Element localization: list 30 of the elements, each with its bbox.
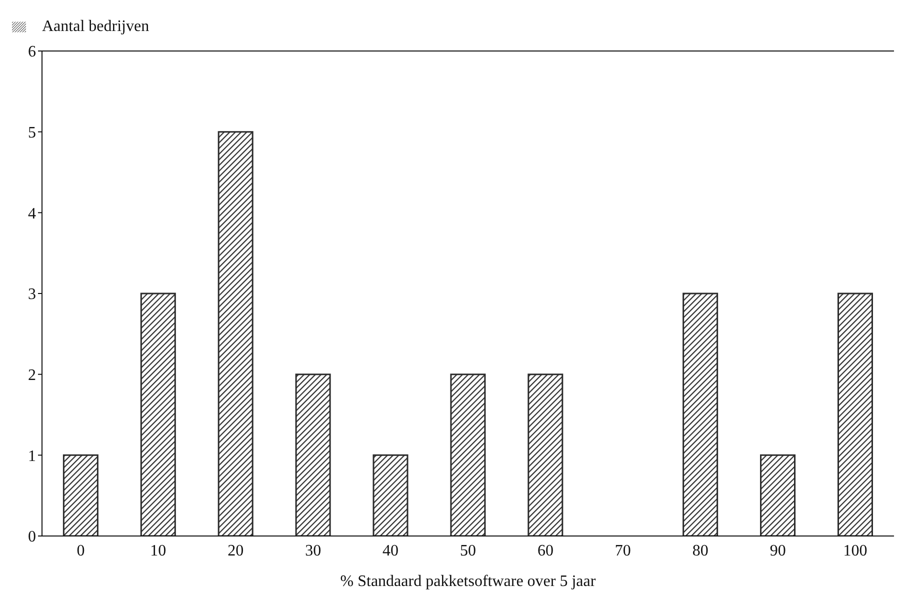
bar — [140, 292, 176, 536]
bar — [218, 131, 254, 536]
x-tick-label: 90 — [770, 542, 786, 560]
bar — [837, 292, 873, 536]
legend-label: Aantal bedrijven — [42, 18, 150, 35]
bar — [295, 374, 331, 536]
x-tick-label: 60 — [537, 542, 554, 560]
y-tick-label: 3 — [28, 286, 36, 304]
y-tick-label: 1 — [28, 448, 36, 465]
x-tick-label: 80 — [692, 542, 708, 560]
x-tick-label: 20 — [228, 542, 244, 560]
x-tick-label: 30 — [305, 542, 322, 560]
bar — [682, 292, 718, 536]
x-tick-label: 100 — [843, 542, 868, 560]
y-tick-label: 5 — [28, 124, 36, 142]
x-tick-label: 10 — [150, 542, 166, 560]
bar — [760, 454, 796, 536]
y-tick-label: 0 — [28, 528, 36, 546]
y-tick-label: 4 — [28, 205, 36, 222]
bar — [372, 454, 408, 536]
bar — [450, 374, 486, 536]
y-tick-label: 2 — [28, 367, 36, 384]
x-tick-label: 0 — [76, 542, 85, 560]
x-tick-label: 50 — [460, 542, 476, 560]
bar — [62, 454, 98, 536]
x-axis-title: % Standaard pakketsoftware over 5 jaar — [340, 573, 596, 590]
y-tick-label: 6 — [28, 44, 36, 61]
x-tick-label: 40 — [382, 542, 399, 560]
bar — [528, 374, 564, 536]
x-tick-label: 70 — [614, 542, 631, 560]
